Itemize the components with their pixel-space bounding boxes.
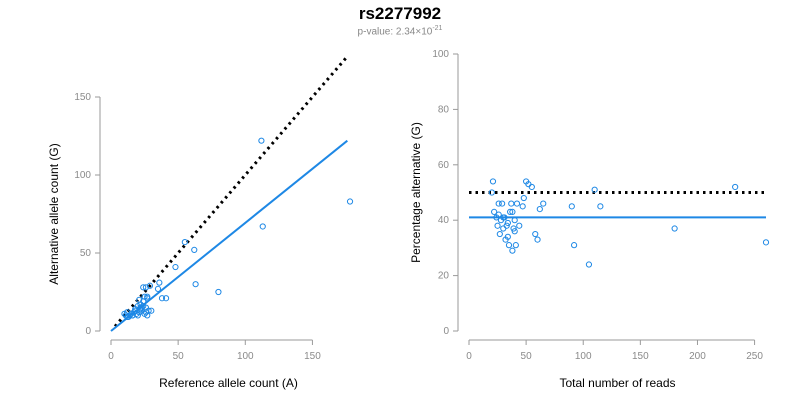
plot-1-data-point xyxy=(346,198,354,205)
plot-1-y-tick-label: 50 xyxy=(80,248,92,259)
plot-2-data-point xyxy=(500,214,507,221)
plot-2-data-point xyxy=(519,203,526,210)
plot-2-data-point xyxy=(591,186,598,193)
chart-title: rs2277992 xyxy=(358,4,442,23)
plot-2-y-tick-label: 100 xyxy=(432,49,449,60)
plot-2-data-point xyxy=(505,242,513,249)
plot-1-x-tick-label: 50 xyxy=(173,351,185,362)
plot-2-data-point xyxy=(491,208,498,215)
plot-1-y-axis-title: Alternative allele count (G) xyxy=(47,143,61,284)
plot-1-x-tick-label: 150 xyxy=(304,351,321,362)
plot-2-data-point xyxy=(489,178,497,185)
plot-2-data-point xyxy=(585,261,593,268)
plot-1-data-point xyxy=(134,312,141,319)
plot-1-data-point xyxy=(148,307,155,314)
plot-1-data-point xyxy=(129,312,136,319)
plot-2-data-point xyxy=(528,183,535,191)
p-value-exponent: -21 xyxy=(432,25,443,32)
plot-2-data-point xyxy=(516,222,523,229)
plot-2-data-point xyxy=(570,242,578,249)
plot-1-data-point xyxy=(162,295,170,302)
plot-2-data-point xyxy=(513,200,521,207)
plot-2-data-point xyxy=(509,247,516,254)
plot-2-data-point xyxy=(512,242,519,249)
plot-2-x-tick-label: 100 xyxy=(575,351,592,362)
plot-1-data-point xyxy=(137,304,144,311)
plot-1-data-point xyxy=(154,285,162,292)
plot-2-data-point xyxy=(507,208,514,215)
plot-2-data-point xyxy=(488,189,495,196)
plot-2-x-tick-label: 150 xyxy=(632,351,649,362)
plot-2-data-point xyxy=(494,222,501,229)
plot-1-y-tick-label: 100 xyxy=(74,170,91,181)
plot-1-data-point xyxy=(144,295,151,302)
plot-1-data-point xyxy=(259,223,266,230)
plot-1-x-tick-label: 100 xyxy=(237,351,254,362)
plot-2-y-axis-title: Percentage alternative (G) xyxy=(409,122,423,263)
plot-1-data-point xyxy=(258,137,265,144)
plot-2-y-tick-label: 40 xyxy=(438,215,450,226)
plot-2-data-point xyxy=(671,225,678,232)
plot-2-data-point xyxy=(511,217,518,224)
plot-1-data-point xyxy=(140,284,147,291)
plot-1-x-axis-title: Reference allele count (A) xyxy=(159,376,298,390)
plot-2-data-point xyxy=(520,194,527,202)
plot-2-y-tick-label: 60 xyxy=(438,160,450,171)
p-value-text: p-value: 2.34×10 xyxy=(357,26,433,38)
plot-1-data-point xyxy=(124,313,131,321)
plot-2-data-point xyxy=(534,236,541,243)
plot-2-y-tick-label: 80 xyxy=(438,104,450,115)
plot-2-data-point xyxy=(496,230,503,238)
plot-2-data-point xyxy=(500,225,507,232)
plot-2-data-point xyxy=(495,211,502,218)
plot-2-data-point xyxy=(509,208,516,215)
plot-2-data-point xyxy=(508,200,515,207)
plot-2-data-point xyxy=(536,206,543,213)
plot-1-data-point xyxy=(158,295,166,302)
plot-2-y-tick-label: 20 xyxy=(438,271,450,282)
plot-2-data-point xyxy=(495,200,502,207)
plot-1-y-tick-label: 150 xyxy=(74,92,91,103)
plot-2-data-point xyxy=(540,200,547,207)
plot-1-y-tick-label: 0 xyxy=(85,326,91,337)
plot-1-x-tick-label: 0 xyxy=(108,351,114,362)
plot-1-reference-line xyxy=(113,55,349,328)
plot-1-fit-line xyxy=(110,139,348,332)
plot-1-data-point xyxy=(136,296,143,303)
plot-2-x-tick-label: 0 xyxy=(466,351,472,362)
plot-2-data-point xyxy=(503,222,510,229)
chart-subtitle: p-value: 2.34×10-21 xyxy=(0,25,800,37)
plot-1-data-point xyxy=(142,284,150,291)
plot-1-data-point xyxy=(192,281,199,288)
plot-2-data-point xyxy=(532,230,539,238)
plot-1-data-point xyxy=(181,238,188,246)
plot-1-data-point xyxy=(191,246,198,253)
plot-2-y-tick-label: 0 xyxy=(443,326,449,337)
plot-2-data-point xyxy=(504,233,511,240)
plot-1-data-point xyxy=(156,279,163,286)
plot-2-x-tick-label: 200 xyxy=(689,351,706,362)
plot-2-data-point xyxy=(597,203,604,210)
plot-2-data-point xyxy=(568,203,575,210)
plot-1-data-point xyxy=(146,282,154,289)
plot-2-data-point xyxy=(511,228,518,235)
plot-2-data-point xyxy=(732,183,739,191)
plot-2-data-point xyxy=(510,225,517,232)
plot-2-x-tick-label: 250 xyxy=(746,351,763,362)
plot-2-x-tick-label: 50 xyxy=(521,351,533,362)
plot-2-data-point xyxy=(762,239,770,246)
plot-2-data-point xyxy=(499,200,506,207)
plot-1-data-point xyxy=(172,263,179,271)
plot-1-data-point xyxy=(215,288,222,296)
plot-2-data-point xyxy=(504,219,511,227)
plot-2-x-axis-title: Total number of reads xyxy=(559,376,675,390)
